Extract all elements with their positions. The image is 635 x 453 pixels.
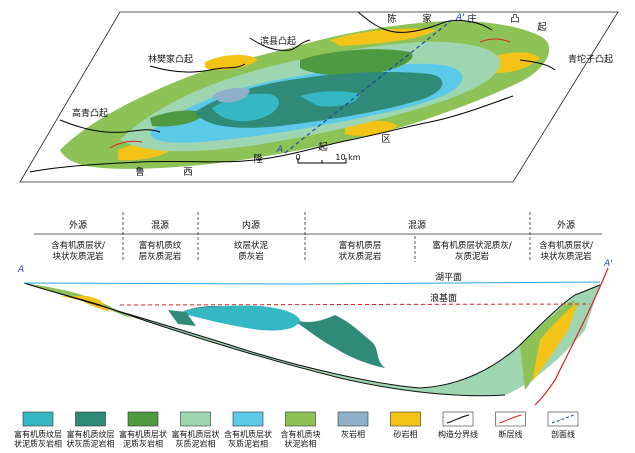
uplift-binxian: 滨县凸起 bbox=[260, 35, 296, 47]
legend-item: 富有机质纹层状灰质泥岩相 bbox=[67, 411, 115, 449]
legend-label-text: 灰岩相 bbox=[341, 429, 365, 439]
legend-item: 灰岩相 bbox=[337, 411, 369, 439]
legend-item: 剖面线 bbox=[547, 411, 579, 439]
legend-item: 含有机质层状灰质泥岩相 bbox=[224, 411, 272, 449]
source-table bbox=[34, 212, 602, 262]
legend-label-text: 含有机质块状泥岩相 bbox=[281, 429, 321, 449]
legend-label-text: 构造分界线 bbox=[438, 429, 478, 439]
lithology-label: 富有机质纹层灰质泥岩 bbox=[139, 240, 182, 262]
legend-item: 富有机质纹层状泥质灰岩相 bbox=[14, 411, 62, 449]
map-fault-lines bbox=[109, 38, 511, 149]
facies-laminated-marl-2 bbox=[300, 91, 360, 107]
lithology-label: 富有机质层状泥质灰/灰质泥岩 bbox=[432, 240, 512, 262]
scale-zero: 0 bbox=[295, 153, 300, 162]
scale-ten: 10 km bbox=[335, 153, 360, 162]
uplift-char-luxi: 区 bbox=[381, 134, 391, 145]
lithology-label: 含有机质层状/块状灰质泥岩 bbox=[539, 240, 593, 262]
uplift-char-luxi: 鲁 bbox=[135, 166, 145, 178]
uplift-char-luxi: 起 bbox=[318, 142, 328, 153]
legend-label-text: 砂岩相 bbox=[394, 429, 418, 439]
wave-base-line bbox=[119, 303, 591, 306]
lithology-label: 纹层状泥质灰岩 bbox=[234, 240, 269, 262]
lake-level-line bbox=[23, 281, 601, 285]
section-laminated-marl bbox=[180, 305, 300, 331]
profile-line bbox=[284, 19, 453, 154]
fault-line-icon-stroke bbox=[499, 414, 522, 424]
structure-boundaries bbox=[29, 11, 556, 173]
legend-swatch bbox=[285, 411, 316, 427]
lithology-label: 含有机质层状/块状灰质泥岩 bbox=[51, 240, 105, 262]
facies-limestone bbox=[212, 88, 250, 103]
legend-item: 富有机质层状灰质泥岩相 bbox=[172, 411, 220, 449]
section-dark-wedge bbox=[168, 310, 196, 326]
legend-item: 砂岩相 bbox=[390, 411, 421, 439]
legend-swatch bbox=[180, 411, 211, 427]
legend-item: 富有机质层状泥质灰岩相 bbox=[119, 411, 167, 449]
section-end-a-prime: A' bbox=[603, 259, 613, 269]
section-line-icon-stroke bbox=[551, 414, 575, 424]
section-outline bbox=[23, 282, 601, 397]
uplift-char-chenjiazhuang: 起 bbox=[537, 22, 547, 33]
legend-label-text: 断层线 bbox=[499, 429, 523, 439]
legend-label-text: 剖面线 bbox=[551, 429, 575, 439]
legend-swatch bbox=[337, 411, 369, 427]
cross-section bbox=[23, 267, 609, 406]
wave-base-label: 浪基面 bbox=[430, 292, 457, 304]
source-label: 外源 bbox=[69, 219, 87, 231]
legend-swatch bbox=[127, 411, 159, 427]
legend-swatch bbox=[232, 411, 264, 427]
legend: 富有机质纹层状泥质灰岩相富有机质纹层状灰质泥岩相富有机质层状泥质灰岩相富有机质层… bbox=[14, 411, 579, 449]
scale-bar bbox=[297, 158, 347, 164]
facies-map bbox=[19, 11, 619, 183]
uplift-char-luxi: 西 bbox=[183, 167, 193, 178]
structure-boundary-icon-stroke bbox=[446, 414, 470, 424]
legend-swatch bbox=[390, 411, 421, 427]
source-label: 混源 bbox=[151, 220, 169, 231]
legend-swatch bbox=[75, 411, 106, 427]
uplift-char-chenjiazhuang: 陈 bbox=[387, 13, 397, 25]
facies-layered-marl bbox=[300, 49, 413, 76]
legend-swatch bbox=[22, 411, 54, 427]
legend-label-text: 富有机质纹层状灰质泥岩相 bbox=[67, 429, 115, 449]
uplift-linfanjia: 林樊家凸起 bbox=[148, 53, 193, 65]
legend-label-text: 富有机质层状灰质泥岩相 bbox=[172, 429, 220, 449]
profile-label-a-prime: A' bbox=[455, 13, 465, 23]
legend-item: 构造分界线 bbox=[438, 411, 478, 439]
section-sandstone-right bbox=[532, 302, 578, 382]
source-label: 内源 bbox=[242, 219, 260, 231]
map-labels: 陈家庄凸起滨县凸起林樊家凸起高青凸起青坨子凸起鲁 西隆起区AA'0 10 km bbox=[72, 13, 613, 178]
section-sandstone-left bbox=[60, 296, 110, 312]
uplift-char-chenjiazhuang: 凸 bbox=[510, 14, 520, 25]
uplift-char-chenjiazhuang: 家 bbox=[422, 13, 432, 25]
uplift-char-chenjiazhuang: 庄 bbox=[467, 13, 477, 25]
uplift-char-luxi: 隆 bbox=[253, 153, 263, 165]
uplift-qingtuozi: 青坨子凸起 bbox=[568, 53, 613, 65]
source-label: 混源 bbox=[408, 220, 426, 231]
legend-label-text: 富有机质层状泥质灰岩相 bbox=[119, 429, 167, 449]
uplift-gaoqing: 高青凸起 bbox=[72, 107, 108, 119]
section-fault-line bbox=[534, 267, 609, 406]
facies-layered-marl-2 bbox=[150, 110, 205, 127]
legend-label-text: 含有机质层状灰质泥岩相 bbox=[224, 429, 272, 449]
source-label: 外源 bbox=[557, 219, 575, 231]
legend-label-text: 富有机质纹层状泥质灰岩相 bbox=[14, 429, 62, 449]
lake-level-label: 湖平面 bbox=[435, 272, 462, 283]
legend-item: 含有机质块状泥岩相 bbox=[281, 411, 321, 449]
section-end-a: A bbox=[17, 265, 24, 275]
lithology-label: 富有机质层状灰质泥岩 bbox=[339, 240, 382, 262]
profile-label-a: A bbox=[276, 145, 283, 155]
section-layered-mudstone bbox=[24, 283, 600, 396]
legend-item: 断层线 bbox=[495, 411, 526, 439]
